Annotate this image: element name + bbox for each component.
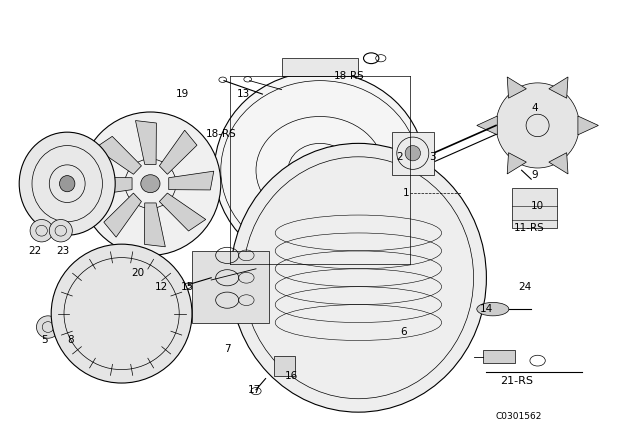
Polygon shape bbox=[477, 116, 497, 135]
Ellipse shape bbox=[405, 146, 420, 161]
Polygon shape bbox=[87, 177, 132, 196]
Ellipse shape bbox=[19, 132, 115, 235]
FancyBboxPatch shape bbox=[392, 132, 434, 175]
Text: 6: 6 bbox=[400, 327, 406, 336]
Ellipse shape bbox=[60, 176, 75, 192]
Text: 23: 23 bbox=[56, 246, 69, 256]
Text: 20: 20 bbox=[131, 268, 144, 278]
FancyBboxPatch shape bbox=[282, 251, 358, 269]
Text: 7: 7 bbox=[224, 345, 230, 354]
Text: 3: 3 bbox=[429, 152, 435, 162]
Polygon shape bbox=[169, 171, 214, 190]
FancyArrowPatch shape bbox=[111, 145, 135, 169]
Text: 10: 10 bbox=[531, 201, 544, 211]
Ellipse shape bbox=[36, 316, 60, 338]
Polygon shape bbox=[159, 130, 197, 174]
Text: 16: 16 bbox=[285, 371, 298, 381]
FancyBboxPatch shape bbox=[512, 188, 557, 228]
Polygon shape bbox=[159, 193, 206, 231]
Text: 19: 19 bbox=[176, 89, 189, 99]
Polygon shape bbox=[95, 136, 141, 174]
Polygon shape bbox=[507, 153, 526, 174]
Text: 12: 12 bbox=[156, 282, 168, 292]
Text: 18-RS: 18-RS bbox=[205, 129, 236, 139]
FancyBboxPatch shape bbox=[483, 350, 515, 363]
Text: 18-RS: 18-RS bbox=[333, 71, 364, 81]
Polygon shape bbox=[549, 153, 568, 174]
Polygon shape bbox=[104, 193, 141, 237]
Text: 4: 4 bbox=[531, 103, 538, 112]
Polygon shape bbox=[578, 116, 598, 135]
Text: 5: 5 bbox=[42, 336, 48, 345]
Ellipse shape bbox=[477, 302, 509, 316]
Text: 21-RS: 21-RS bbox=[500, 376, 534, 386]
Text: 17: 17 bbox=[248, 385, 261, 395]
Polygon shape bbox=[145, 203, 165, 247]
FancyArrowPatch shape bbox=[111, 198, 135, 223]
Ellipse shape bbox=[49, 220, 72, 242]
FancyBboxPatch shape bbox=[282, 58, 358, 76]
Ellipse shape bbox=[230, 143, 486, 412]
Ellipse shape bbox=[80, 112, 221, 255]
Text: 22: 22 bbox=[29, 246, 42, 256]
FancyArrowPatch shape bbox=[166, 198, 189, 223]
Text: 9: 9 bbox=[531, 170, 538, 180]
FancyBboxPatch shape bbox=[274, 356, 295, 376]
Text: 13: 13 bbox=[237, 89, 250, 99]
Polygon shape bbox=[136, 121, 156, 164]
Ellipse shape bbox=[51, 244, 192, 383]
Text: 24: 24 bbox=[518, 282, 531, 292]
Text: 1: 1 bbox=[403, 188, 410, 198]
Ellipse shape bbox=[304, 157, 336, 184]
Text: 15: 15 bbox=[181, 282, 194, 292]
FancyArrowPatch shape bbox=[166, 145, 189, 169]
Ellipse shape bbox=[58, 316, 81, 338]
Text: 11-RS: 11-RS bbox=[514, 224, 545, 233]
Text: 8: 8 bbox=[67, 336, 74, 345]
FancyBboxPatch shape bbox=[192, 251, 269, 323]
Polygon shape bbox=[549, 77, 568, 98]
Polygon shape bbox=[507, 77, 526, 98]
Ellipse shape bbox=[30, 220, 53, 242]
Ellipse shape bbox=[214, 72, 426, 269]
Text: C0301562: C0301562 bbox=[495, 412, 541, 421]
Ellipse shape bbox=[496, 83, 579, 168]
Ellipse shape bbox=[141, 175, 160, 193]
Text: 14: 14 bbox=[480, 304, 493, 314]
Text: 2: 2 bbox=[397, 152, 403, 162]
